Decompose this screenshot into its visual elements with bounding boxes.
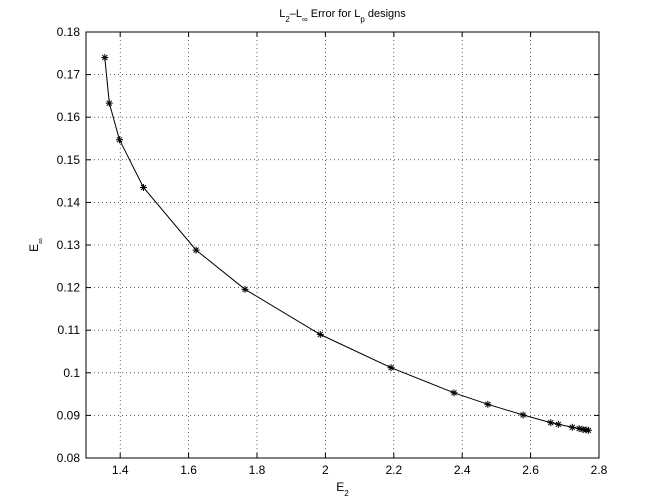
data-point-marker — [105, 99, 113, 107]
y-tick-label: 0.09 — [57, 408, 81, 422]
x-tick-label: 2 — [322, 463, 329, 477]
data-point-marker — [316, 330, 324, 338]
data-point-marker — [101, 54, 109, 62]
y-tick-label: 0.17 — [57, 68, 81, 82]
y-tick-label: 0.1 — [63, 366, 80, 380]
x-tick-label: 2.6 — [522, 463, 539, 477]
y-axis: 0.08 0.09 0.1 0.11 0.12 0.13 0.14 0.15 0.16 0.17 0… — [57, 25, 599, 465]
data-point-marker — [554, 420, 562, 428]
x-tick-label: 2.4 — [454, 463, 471, 477]
y-tick-label: 0.16 — [57, 110, 81, 124]
data-point-marker — [192, 246, 200, 254]
data-point-marker — [387, 364, 395, 372]
y-tick-label: 0.08 — [57, 451, 81, 465]
x-tick-label: 2.2 — [385, 463, 402, 477]
data-point-marker — [116, 136, 124, 144]
series-layer — [101, 54, 592, 434]
data-point-marker — [519, 411, 527, 419]
data-point-marker — [139, 183, 147, 191]
x-tick-label: 1.6 — [180, 463, 197, 477]
y-tick-label: 0.13 — [57, 238, 81, 252]
data-point-marker — [450, 389, 458, 397]
y-tick-label: 0.12 — [57, 281, 81, 295]
data-point-marker — [584, 426, 592, 434]
grid — [86, 32, 599, 458]
data-point-marker — [484, 400, 492, 408]
y-tick-label: 0.15 — [57, 153, 81, 167]
series-line — [104, 57, 589, 431]
data-point-marker — [547, 419, 555, 427]
data-point-marker — [568, 423, 576, 431]
y-tick-label: 0.18 — [57, 25, 81, 39]
x-tick-label: 1.8 — [249, 463, 266, 477]
chart-title: L2–L∞ Error for Lp designs — [279, 8, 406, 24]
x-axis: 1.4 1.6 1.8 2 2.2 2.4 2.6 2.8 — [112, 32, 608, 477]
x-tick-label: 1.4 — [112, 463, 129, 477]
y-axis-label: E∞ — [27, 238, 45, 252]
y-tick-label: 0.11 — [58, 323, 81, 337]
x-tick-label: 2.8 — [591, 463, 608, 477]
y-tick-label: 0.14 — [57, 195, 81, 209]
x-axis-label: E2 — [336, 480, 349, 497]
data-point-marker — [241, 285, 249, 293]
